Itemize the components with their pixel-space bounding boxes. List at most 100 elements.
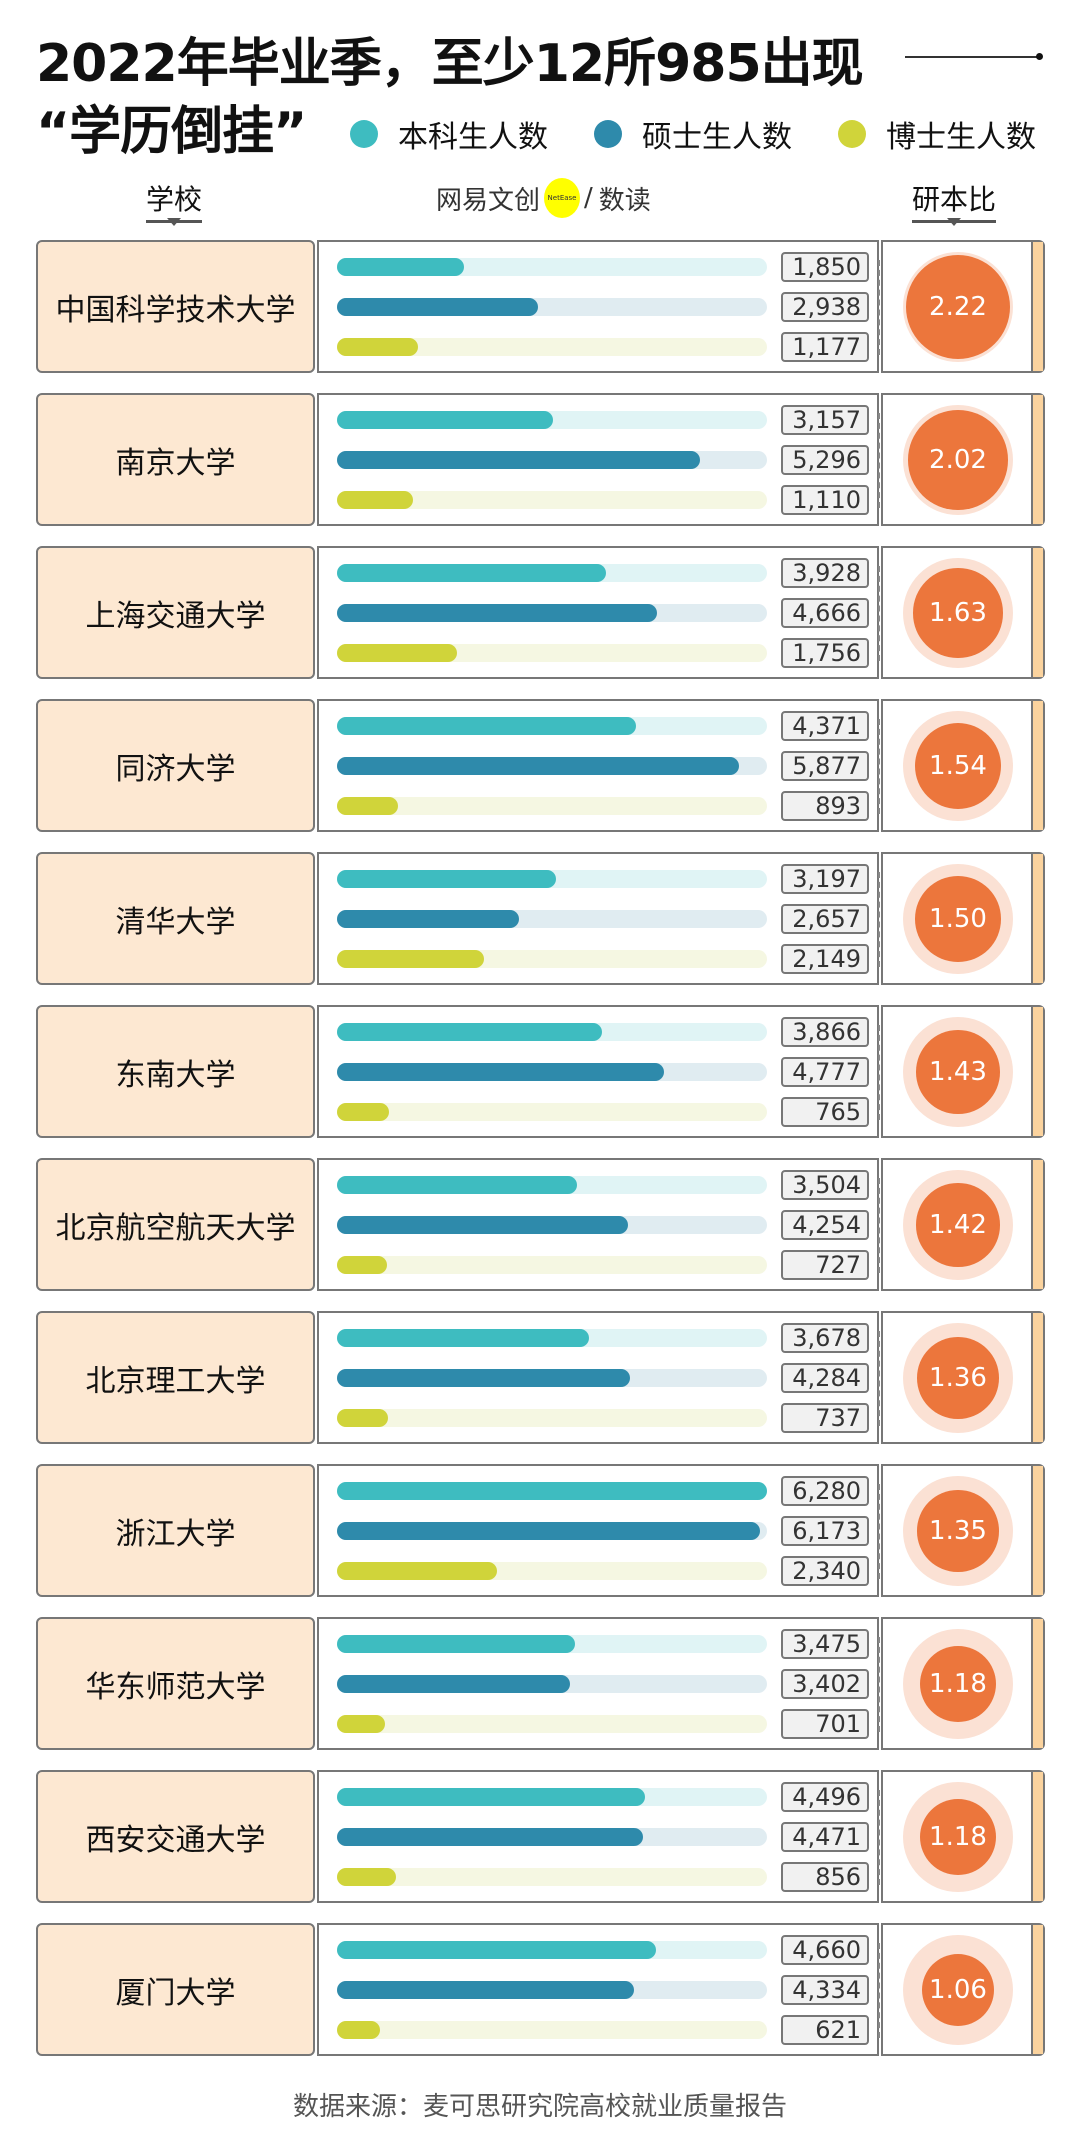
ratio-panel: 2.02 [881, 393, 1045, 526]
value-label: 6,280 [781, 1476, 869, 1506]
ratio-circle: 2.02 [908, 410, 1008, 510]
value-label: 621 [781, 2015, 869, 2045]
bars-panel: 3,157 5,296 1,110 [317, 393, 879, 526]
bar-undergrad [337, 1329, 589, 1347]
bar-master-track [337, 298, 767, 316]
ratio-circle: 1.42 [916, 1183, 1000, 1267]
bar-master [337, 910, 519, 928]
ratio-circle: 1.06 [922, 1954, 994, 2026]
value-label: 2,938 [781, 292, 869, 322]
bar-master-track [337, 1369, 767, 1387]
value-label: 737 [781, 1403, 869, 1433]
bar-phd-track [337, 950, 767, 968]
bar-phd [337, 1715, 385, 1733]
school-name: 厦门大学 [36, 1923, 315, 2056]
school-name: 南京大学 [36, 393, 315, 526]
bar-master-track [337, 910, 767, 928]
brand-badge: NetEase [544, 178, 581, 218]
bar-undergrad [337, 1023, 602, 1041]
school-name: 华东师范大学 [36, 1617, 315, 1750]
bar-phd-track [337, 491, 767, 509]
accent-strip [1031, 1619, 1043, 1748]
chart-row: 中国科学技术大学 1,850 2,938 1,177 2.22 [36, 240, 1045, 373]
value-label: 3,866 [781, 1017, 869, 1047]
bar-phd-track [337, 1562, 767, 1580]
bar-undergrad [337, 1941, 657, 1959]
bar-undergrad [337, 1176, 577, 1194]
value-label: 765 [781, 1097, 869, 1127]
bar-master [337, 1981, 634, 1999]
bar-undergrad [337, 717, 637, 735]
ratio-circle: 1.18 [920, 1646, 996, 1722]
bar-undergrad-track [337, 1482, 767, 1500]
ratio-panel: 1.42 [881, 1158, 1045, 1291]
school-name: 浙江大学 [36, 1464, 315, 1597]
bar-phd [337, 338, 418, 356]
title-line-1: 2022年毕业季，至少12所985出现 [36, 34, 864, 94]
bar-master-track [337, 757, 767, 775]
bar-master [337, 757, 740, 775]
value-label: 893 [781, 791, 869, 821]
bars-panel: 4,496 4,471 856 [317, 1770, 879, 1903]
bars-panel: 3,928 4,666 1,756 [317, 546, 879, 679]
value-label: 3,402 [781, 1669, 869, 1699]
accent-strip [1031, 395, 1043, 524]
bar-master [337, 1522, 760, 1540]
value-label: 3,197 [781, 864, 869, 894]
ratio-panel: 1.43 [881, 1005, 1045, 1138]
bar-master [337, 1675, 570, 1693]
bars-panel: 3,504 4,254 727 [317, 1158, 879, 1291]
bar-master-track [337, 1981, 767, 1999]
value-label: 4,496 [781, 1782, 869, 1812]
value-label: 2,340 [781, 1556, 869, 1586]
value-label: 701 [781, 1709, 869, 1739]
school-name: 东南大学 [36, 1005, 315, 1138]
bar-undergrad [337, 1482, 767, 1500]
chart-row: 华东师范大学 3,475 3,402 701 1.18 [36, 1617, 1045, 1750]
bar-master [337, 1828, 644, 1846]
school-name: 西安交通大学 [36, 1770, 315, 1903]
bar-master [337, 1216, 629, 1234]
bar-master-track [337, 1828, 767, 1846]
accent-strip [1031, 548, 1043, 677]
value-label: 856 [781, 1862, 869, 1892]
ratio-panel: 1.50 [881, 852, 1045, 985]
chart-row: 浙江大学 6,280 6,173 2,340 1.35 [36, 1464, 1045, 1597]
divider [878, 1025, 880, 1120]
value-label: 4,254 [781, 1210, 869, 1240]
value-label: 3,678 [781, 1323, 869, 1353]
value-label: 3,504 [781, 1170, 869, 1200]
value-label: 1,850 [781, 252, 869, 282]
bar-undergrad-track [337, 411, 767, 429]
accent-strip [1031, 1772, 1043, 1901]
bar-undergrad [337, 1788, 645, 1806]
accent-strip [1031, 854, 1043, 983]
value-label: 727 [781, 1250, 869, 1280]
divider [878, 1178, 880, 1273]
value-label: 5,877 [781, 751, 869, 781]
brand-sep: / [584, 183, 593, 213]
ratio-circle: 1.63 [913, 568, 1003, 658]
accent-strip [1031, 1007, 1043, 1136]
bars-panel: 4,371 5,877 893 [317, 699, 879, 832]
bar-undergrad-track [337, 717, 767, 735]
header-ratio: 研本比 [912, 178, 997, 226]
ratio-circle: 1.54 [914, 722, 1002, 810]
legend-dot-icon [350, 120, 378, 148]
bar-phd [337, 1868, 396, 1886]
ratio-circle: 1.36 [917, 1337, 999, 1419]
chart-row: 北京理工大学 3,678 4,284 737 1.36 [36, 1311, 1045, 1444]
bar-phd [337, 1409, 388, 1427]
bar-undergrad-track [337, 1788, 767, 1806]
divider [878, 1943, 880, 2038]
legend-item-undergrad: 本科生人数 [350, 112, 548, 156]
accent-strip [1031, 242, 1043, 371]
divider [878, 1790, 880, 1885]
brand-logo: 网易文创 NetEase / 数读 [436, 178, 651, 218]
bar-phd [337, 1562, 498, 1580]
bar-master-track [337, 604, 767, 622]
chart-row: 西安交通大学 4,496 4,471 856 1.18 [36, 1770, 1045, 1903]
accent-strip [1031, 701, 1043, 830]
bar-phd [337, 950, 485, 968]
legend-item-master: 硕士生人数 [594, 112, 792, 156]
